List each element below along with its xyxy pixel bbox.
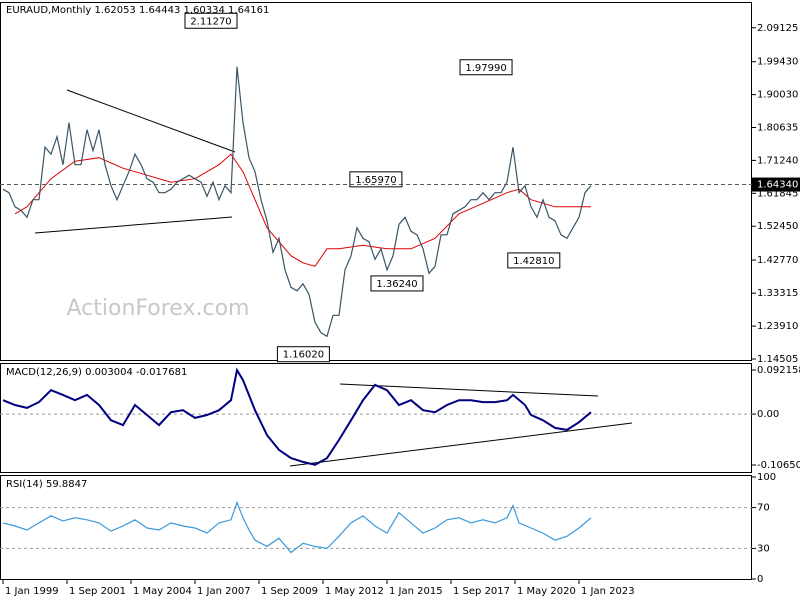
x-tick-label: 1 Jan 2007	[197, 586, 251, 597]
y-tick-label: 30	[757, 543, 770, 554]
y-tick-label: 1.71240	[757, 155, 798, 166]
moving-average	[14, 153, 591, 267]
x-tick-label: 1 Sep 2017	[453, 586, 510, 597]
y-tick-label: 0	[757, 574, 763, 585]
annotation-box	[459, 59, 513, 76]
macd-panel	[0, 363, 752, 473]
x-tick-label: 1 Sep 2009	[261, 586, 318, 597]
panel-title: EURAUD,Monthly 1.62053 1.64443 1.60334 1…	[6, 5, 269, 16]
annotation-label: 2.11270	[190, 16, 231, 27]
y-tick-label: 1.14505	[757, 354, 798, 365]
x-tick-label: 1 Jan 1999	[5, 586, 59, 597]
annotation-label: 1.97990	[465, 63, 506, 74]
y-tick-label: 1.61845	[757, 188, 798, 199]
x-tick-label: 1 May 2020	[517, 586, 576, 597]
x-tick-label: 1 Jan 2015	[389, 586, 443, 597]
y-tick-label: 1.23910	[757, 321, 798, 332]
annotation-label: 1.16020	[283, 350, 324, 361]
x-tick-label: 1 May 2012	[325, 586, 384, 597]
y-tick-label: 0.00	[757, 409, 779, 420]
last-price-label: 1.64340	[757, 180, 798, 191]
x-tick-label: 1 Sep 2001	[69, 586, 126, 597]
y-tick-label: 100	[757, 472, 776, 483]
trendline	[339, 383, 599, 397]
panel-title: RSI(14) 59.8847	[6, 479, 87, 490]
y-tick-label: 70	[757, 503, 770, 514]
annotation-box	[276, 346, 330, 363]
series-line	[2, 500, 592, 554]
y-tick-label: 2.09125	[757, 23, 798, 34]
x-tick-label: 1 May 2004	[133, 586, 192, 597]
trendline	[289, 422, 633, 467]
y-tick-label: 1.80635	[757, 123, 798, 134]
y-tick-label: 1.33315	[757, 288, 798, 299]
trendline	[66, 89, 236, 153]
y-tick-label: 0.092158	[757, 365, 800, 376]
x-tick-label: 1 Jan 2023	[581, 586, 635, 597]
trendline	[34, 216, 233, 234]
y-tick-label: 1.42770	[757, 255, 798, 266]
y-tick-label: -0.106503	[757, 460, 800, 471]
annotation-box	[507, 252, 561, 269]
series-line	[2, 367, 592, 466]
y-tick-label: 1.52450	[757, 221, 798, 232]
y-tick-label: 1.90030	[757, 90, 798, 101]
y-tick-label: 1.99430	[757, 57, 798, 68]
annotation-box	[370, 275, 424, 292]
annotation-label: 1.65970	[355, 175, 396, 186]
annotation-label: 1.42810	[513, 256, 554, 267]
annotation-box	[349, 171, 403, 188]
rsi-panel	[0, 475, 752, 580]
annotation-box	[184, 12, 238, 29]
panel-title: MACD(12,26,9) 0.003004 -0.017681	[6, 367, 187, 378]
watermark: ActionForex.com	[67, 296, 250, 321]
last-price-box	[752, 177, 800, 192]
price-panel	[0, 2, 752, 361]
annotation-label: 1.36240	[376, 279, 417, 290]
series-line	[2, 66, 592, 338]
